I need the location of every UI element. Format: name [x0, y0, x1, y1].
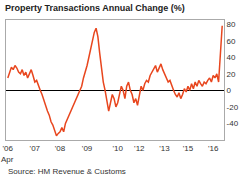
svg-text:'07: '07	[30, 144, 41, 153]
svg-text:'08: '08	[55, 144, 66, 153]
svg-text:'09: '09	[82, 144, 93, 153]
svg-text:-20: -20	[227, 103, 239, 112]
svg-text:-40: -40	[227, 119, 239, 128]
svg-text:Property Transactions Annual C: Property Transactions Annual Change (%)	[5, 3, 185, 13]
svg-text:'06: '06	[3, 144, 14, 153]
svg-text:'16: '16	[208, 144, 219, 153]
svg-text:'10: '10	[112, 144, 123, 153]
svg-text:40: 40	[227, 53, 236, 62]
svg-text:20: 20	[227, 70, 236, 79]
svg-text:80: 80	[227, 20, 236, 29]
svg-text:Apr: Apr	[1, 155, 14, 164]
svg-text:0: 0	[227, 86, 232, 95]
svg-text:Source: HM Revenue & Customs: Source: HM Revenue & Customs	[8, 167, 126, 176]
svg-text:'15: '15	[183, 144, 194, 153]
svg-text:'13: '13	[159, 144, 170, 153]
svg-text:'12: '12	[134, 144, 145, 153]
svg-text:60: 60	[227, 36, 236, 45]
